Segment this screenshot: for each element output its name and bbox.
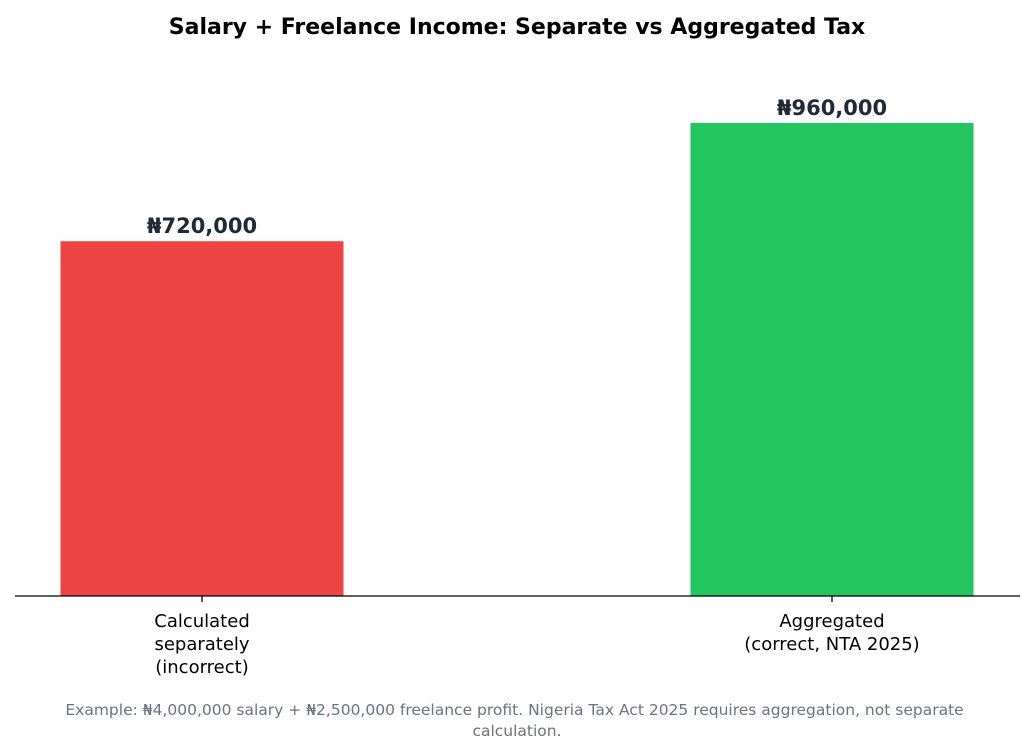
x-ticks-group [201, 596, 833, 602]
bars-group [60, 122, 974, 597]
footnote-line-1: Example: ₦4,000,000 salary + ₦2,500,000 … [65, 701, 963, 719]
value-label-1: ₦720,000 [147, 214, 257, 238]
value-label-2: ₦960,000 [777, 96, 887, 120]
footnote: Example: ₦4,000,000 salary + ₦2,500,000 … [65, 701, 968, 740]
bar-1 [60, 241, 344, 596]
x-tick-label-2: Aggregated (correct, NTA 2025) [744, 611, 919, 655]
value-labels-group: ₦720,000 ₦960,000 [147, 96, 887, 238]
bar-2 [690, 122, 974, 597]
x-tick-label-1: Calculated separately (incorrect) [154, 611, 250, 678]
chart-title: Salary + Freelance Income: Separate vs A… [169, 15, 866, 40]
x-tick-labels-group: Calculated separately (incorrect) Aggregate… [154, 611, 919, 678]
footnote-line-2: calculation. [472, 722, 561, 740]
